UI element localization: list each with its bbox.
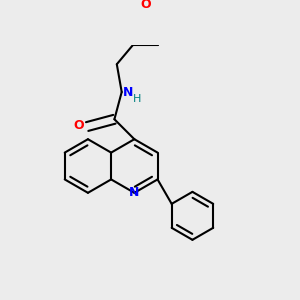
Text: N: N: [123, 85, 134, 98]
Text: N: N: [129, 186, 140, 199]
Text: O: O: [140, 0, 151, 11]
Text: H: H: [132, 94, 141, 104]
Text: O: O: [73, 119, 84, 132]
